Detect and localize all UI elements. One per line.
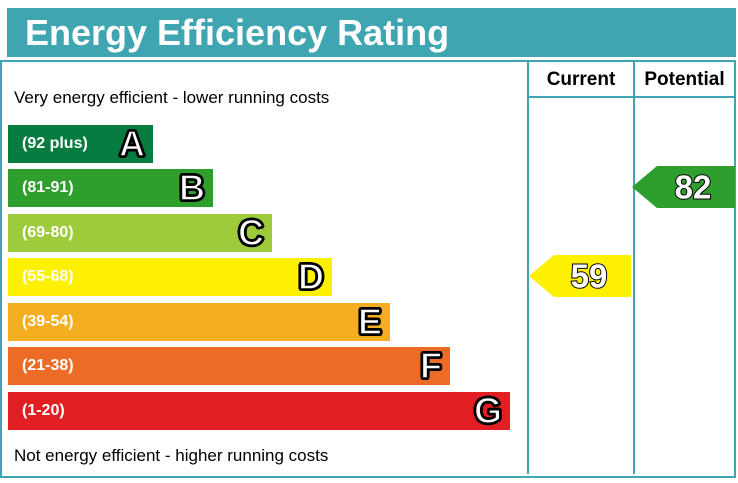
chart-frame <box>0 60 736 478</box>
page-title: Energy Efficiency Rating <box>25 11 450 53</box>
band-b-range: (81-91) <box>22 179 74 196</box>
band-a-letter: A <box>118 123 146 164</box>
band-d-range: (55-68) <box>22 268 74 285</box>
band-d-letter: D <box>297 256 325 297</box>
bottom-note: Not energy efficient - higher running co… <box>14 446 329 465</box>
band-c-range: (69-80) <box>22 224 74 241</box>
potential-arrow-shape <box>632 166 735 208</box>
band-a-range: (92 plus) <box>22 135 88 152</box>
potential-column-header: Potential <box>644 69 725 90</box>
title-bar: Energy Efficiency Rating <box>7 8 736 57</box>
current-column-header: Current <box>546 69 616 90</box>
band-f-range: (21-38) <box>22 357 74 374</box>
band-d: (55-68) D <box>8 256 332 297</box>
current-column-divider <box>527 62 529 474</box>
band-c-letter: C <box>237 212 265 253</box>
band-c: (69-80) C <box>8 212 272 253</box>
band-e-letter: E <box>357 301 383 342</box>
band-e: (39-54) E <box>8 301 390 342</box>
band-b-letter: B <box>178 167 206 208</box>
potential-rating-value: 82 <box>675 169 712 206</box>
band-g: (1-20) G <box>8 390 510 431</box>
band-f-letter: F <box>419 345 443 386</box>
current-arrow-shape <box>529 255 631 297</box>
band-e-range: (39-54) <box>22 313 74 330</box>
potential-rating-arrow: 82 <box>632 166 735 208</box>
band-f: (21-38) F <box>8 345 450 386</box>
potential-column-divider <box>633 62 635 474</box>
band-b: (81-91) B <box>8 167 213 208</box>
top-note: Very energy efficient - lower running co… <box>14 88 330 107</box>
header-underline <box>527 96 736 98</box>
band-a: (92 plus) A <box>8 123 153 164</box>
band-g-range: (1-20) <box>22 402 65 419</box>
current-rating-value: 59 <box>571 258 608 295</box>
band-g-letter: G <box>473 390 503 431</box>
current-rating-arrow: 59 <box>529 255 631 297</box>
